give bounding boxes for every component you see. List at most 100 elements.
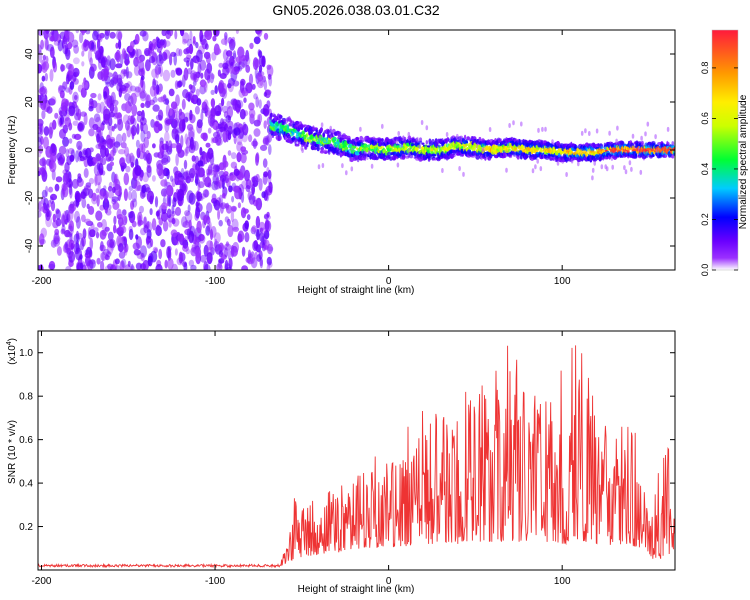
spectrogram-noise-cell xyxy=(175,153,179,167)
spectrogram-noise-cell xyxy=(266,243,273,255)
spectrogram-noise-cell xyxy=(146,165,152,178)
spectrogram-noise-cell xyxy=(189,30,193,41)
spectrogram-noise-cell xyxy=(52,213,56,223)
spectrogram-noise-cell xyxy=(134,165,142,176)
spectrogram-noise-cell xyxy=(245,257,252,263)
spectrogram-noise-cell xyxy=(52,61,58,73)
spectrogram-noise-cell xyxy=(107,263,114,270)
spectrogram-noise-cell xyxy=(258,99,262,109)
y-tick-label: 0.8 xyxy=(19,392,33,403)
spectrogram-noise-cell xyxy=(126,71,133,79)
spectrogram-noise-cell xyxy=(96,38,101,51)
spectrogram-noise-cell xyxy=(196,220,202,234)
spectrogram-noise-cell xyxy=(170,101,178,110)
spectrogram-noise-cell xyxy=(128,228,134,241)
spectrogram-noise-cell xyxy=(155,263,163,270)
spectrogram-noise-cell xyxy=(248,73,254,86)
spectrogram-noise-cell xyxy=(106,251,112,258)
spectrogram-noise-cell xyxy=(121,258,127,268)
spectrogram-noise-cell xyxy=(255,153,259,166)
spectrogram-signal-cell xyxy=(549,156,553,161)
spectrogram-noise-cell xyxy=(79,262,84,269)
spectrogram-noise-cell xyxy=(197,160,204,167)
spectrogram-noise-cell xyxy=(84,264,90,270)
spectrogram-noise-cell xyxy=(152,143,156,149)
spectrogram-noise-cell xyxy=(82,39,90,52)
spectrogram-noise-cell xyxy=(199,79,207,88)
spectrogram-noise-cell xyxy=(108,204,112,211)
spectrogram-noise-cell xyxy=(124,93,131,102)
spectrogram-noise-cell xyxy=(110,91,116,105)
spectrogram-signal-cell xyxy=(475,154,480,160)
spectrogram-noise-cell xyxy=(60,114,64,125)
spectrogram-y-label: Frequency (Hz) xyxy=(7,116,18,185)
spectrogram-noise-cell xyxy=(230,99,237,106)
spectrogram-noise-cell xyxy=(178,251,183,264)
spectrogram-noise-cell xyxy=(44,37,49,50)
spectrogram-noise-cell xyxy=(125,165,131,173)
spectrogram-noise-cell xyxy=(120,70,125,79)
spectrogram-noise-cell xyxy=(252,175,259,187)
spectrogram-noise-cell xyxy=(175,68,183,76)
spectrogram-noise-cell xyxy=(49,68,54,82)
spectrogram-halo-cell xyxy=(462,171,465,177)
spectrogram-noise-cell xyxy=(73,57,80,65)
spectrogram-noise-cell xyxy=(200,72,204,79)
spectrogram-noise-cell xyxy=(180,167,185,180)
spectrogram-noise-cell xyxy=(40,136,44,145)
spectrogram-noise-cell xyxy=(117,31,123,42)
spectrogram-noise-cell xyxy=(221,97,225,107)
y-tick-label: 1.0 xyxy=(19,348,33,359)
spectrogram-halo-cell xyxy=(445,132,449,137)
spectrogram-noise-cell xyxy=(123,236,127,248)
spectrogram-noise-cell xyxy=(136,147,141,159)
spectrogram-noise-cell xyxy=(48,122,54,135)
spectrogram-noise-cell xyxy=(64,30,70,39)
spectrogram-halo-cell xyxy=(595,128,599,134)
spectrogram-noise-cell xyxy=(205,225,211,236)
spectrogram-signal-cell xyxy=(410,143,415,147)
spectrogram-noise-cell xyxy=(73,71,79,78)
spectrogram-noise-cell xyxy=(99,229,107,240)
spectrogram-noise-cell xyxy=(99,190,105,200)
spectrogram-noise-cell xyxy=(41,59,46,70)
spectrogram-noise-cell xyxy=(213,240,220,252)
spectrogram-noise-cell xyxy=(83,168,89,178)
spectrogram-noise-cell xyxy=(212,35,217,42)
spectrogram-halo-cell xyxy=(539,166,543,172)
spectrogram-noise-cell xyxy=(76,262,80,270)
spectrogram-noise-cell xyxy=(129,85,137,92)
spectrogram-noise-cell xyxy=(233,134,237,145)
spectrogram-signal-cell xyxy=(380,138,384,142)
spectrogram-noise-cell xyxy=(58,154,66,165)
spectrogram-noise-cell xyxy=(127,190,133,201)
svg-text:(x104): (x104) xyxy=(6,338,18,365)
spectrogram-noise-cell xyxy=(217,209,221,220)
spectrogram-noise-cell xyxy=(117,243,124,252)
spectrogram-signal-cell xyxy=(349,157,354,163)
spectrogram-noise-cell xyxy=(69,81,75,90)
spectrogram-noise-cell xyxy=(262,137,269,146)
spectrogram-halo-cell xyxy=(508,123,511,128)
spectrogram-noise-cell xyxy=(235,30,239,34)
spectrogram-noise-cell xyxy=(43,197,49,211)
spectrogram-noise-cell xyxy=(248,194,256,205)
spectrogram-noise-cell xyxy=(206,240,214,251)
spectrogram-noise-cell xyxy=(130,115,134,125)
spectrogram-noise-cell xyxy=(97,182,101,194)
spectrogram-noise-cell xyxy=(88,160,95,167)
spectrogram-noise-cell xyxy=(198,234,205,242)
spectrogram-noise-cell xyxy=(224,174,230,184)
spectrogram-noise-cell xyxy=(71,39,79,48)
spectrogram-noise-cell xyxy=(174,206,182,216)
spectrogram-noise-cell xyxy=(49,154,54,161)
spectrogram-noise-cell xyxy=(181,118,186,131)
spectrogram-noise-cell xyxy=(59,110,63,116)
spectrogram-noise-cell xyxy=(109,239,116,249)
spectrogram-noise-cell xyxy=(64,229,71,238)
spectrogram-signal-cell xyxy=(544,154,547,157)
spectrogram-noise-cell xyxy=(130,200,135,210)
spectrogram-noise-cell xyxy=(157,96,165,103)
spectrogram-noise-cell xyxy=(112,71,119,84)
